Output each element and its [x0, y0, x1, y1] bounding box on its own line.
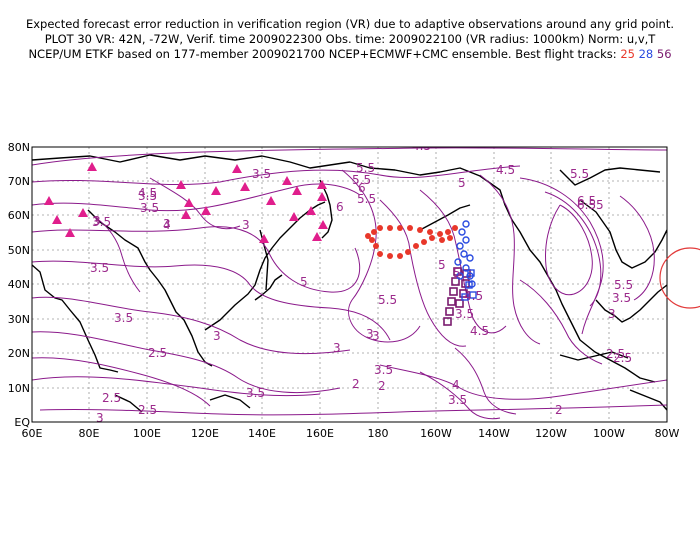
contour-labels: 3.54.55.5633.545.5656.55.53.54.533.5553.… — [90, 139, 633, 425]
contour-value-label: 2.5 — [148, 346, 167, 360]
flight-track-25 — [365, 225, 458, 259]
lat-tick-label: EQ — [14, 416, 30, 429]
lat-tick-label: 30N — [8, 313, 30, 326]
contour-value-label: 6 — [358, 181, 366, 195]
lat-tick-label: 20N — [8, 347, 30, 360]
contour-value-label: 3 — [96, 411, 104, 425]
track-56-label: 56 — [656, 47, 672, 61]
track-28-label: 28 — [638, 47, 654, 61]
contour-value-label: 3.5 — [92, 215, 111, 229]
contour-value-label: 2.5 — [606, 347, 625, 361]
lon-tick-label: 120E — [191, 427, 219, 440]
lat-tick-label: 70N — [8, 175, 30, 188]
lon-tick-label: 160W — [420, 427, 452, 440]
contour-value-label: 4.5 — [412, 139, 431, 153]
contour-value-label: 3.5 — [138, 189, 157, 203]
lat-tick-label: 60N — [8, 209, 30, 222]
contour-value-label: 5.5 — [570, 167, 589, 181]
lon-tick-label: 160E — [306, 427, 334, 440]
contour-value-label: 5.5 — [378, 293, 397, 307]
contour-value-label: 5 — [458, 176, 466, 190]
contour-value-label: 3.5 — [114, 311, 133, 325]
contour-value-label: 2 — [352, 377, 360, 391]
contour-value-label: 5 — [453, 266, 461, 280]
longitude-axis: 60E 80E 100E 120E 140E 160E 180 160W 140W 120W 100… — [22, 427, 680, 440]
flight-track-28 — [454, 220, 477, 301]
contour-value-label: 5 — [596, 198, 604, 212]
contour-value-label: 3 — [163, 217, 171, 231]
lon-tick-label: 180 — [368, 427, 389, 440]
contour-value-label: 3.5 — [252, 167, 271, 181]
contour-value-label: 3 — [93, 214, 101, 228]
lon-tick-label: 100E — [133, 427, 161, 440]
lat-tick-label: 80N — [8, 141, 30, 154]
lon-tick-label: 120W — [535, 427, 567, 440]
contour-value-label: 3 — [333, 341, 341, 355]
verification-region-circle — [659, 247, 700, 309]
coastlines — [32, 154, 667, 413]
contour-value-label: 3 — [213, 329, 221, 343]
contour-value-label: 3.5 — [374, 363, 393, 377]
contour-lines — [32, 147, 667, 420]
lat-tick-label: 10N — [8, 382, 30, 395]
lon-tick-label: 100W — [593, 427, 625, 440]
contour-value-label: 6 — [336, 200, 344, 214]
latitude-axis: 80N 70N 60N 50N 40N 30N 20N 10N EQ — [8, 141, 31, 429]
observation-sites — [44, 162, 328, 243]
lon-tick-label: 60E — [22, 427, 43, 440]
lat-tick-label: 50N — [8, 244, 30, 257]
lat-tick-label: 40N — [8, 278, 30, 291]
title-line-3-text: NCEP/UM ETKF based on 177-member 2009021… — [28, 47, 617, 61]
contour-value-label: 4 — [452, 378, 460, 392]
contour-value-label: 5.5 — [614, 278, 633, 292]
lon-tick-label: 80E — [79, 427, 100, 440]
contour-value-label: 3 — [372, 329, 380, 343]
contour-value-label: 5.5 — [356, 161, 375, 175]
contour-value-label: 3 — [366, 327, 374, 341]
lon-tick-label: 140E — [248, 427, 276, 440]
contour-value-label: 3 — [242, 218, 250, 232]
contour-value-label: 4 — [163, 218, 171, 232]
contour-value-label: 3.5 — [90, 261, 109, 275]
title-line-2: PLOT 30 VR: 42N, -72W, Verif. time 20090… — [44, 32, 656, 46]
contour-value-label: 3.5 — [612, 291, 631, 305]
gridlines — [32, 147, 667, 422]
contour-value-label: 2.5 — [102, 391, 121, 405]
contour-value-label: 4.5 — [496, 163, 515, 177]
contour-value-label: 4.5 — [470, 324, 489, 338]
contour-value-label: 2 — [555, 403, 563, 417]
contour-value-label: 3 — [608, 307, 616, 321]
contour-value-label: 2.5 — [138, 403, 157, 417]
contour-value-label: 5.5 — [357, 192, 376, 206]
contour-value-label: 3.5 — [448, 393, 467, 407]
contour-value-label: 4.5 — [464, 289, 483, 303]
contour-value-label: 2 — [378, 379, 386, 393]
track-25-label: 25 — [620, 47, 635, 61]
contour-value-label: 4.5 — [138, 186, 157, 200]
contour-value-label: 5.5 — [352, 173, 371, 187]
contour-value-label: 6.5 — [577, 194, 596, 208]
contour-value-label: 5 — [300, 275, 308, 289]
contour-value-label: 3.5 — [246, 386, 265, 400]
contour-value-label: 5 — [438, 258, 446, 272]
title-line-3: NCEP/UM ETKF based on 177-member 2009021… — [0, 47, 700, 61]
contour-value-label: 3.5 — [140, 201, 159, 215]
lon-tick-label: 80W — [655, 427, 680, 440]
contour-value-label: 3.5 — [455, 307, 474, 321]
contour-value-label: 2.5 — [613, 351, 632, 365]
contour-value-label: 6.5 — [577, 198, 596, 212]
plot-frame — [31, 146, 668, 423]
title-line-1: Expected forecast error reduction in ver… — [25, 17, 675, 31]
lon-tick-label: 140W — [478, 427, 510, 440]
